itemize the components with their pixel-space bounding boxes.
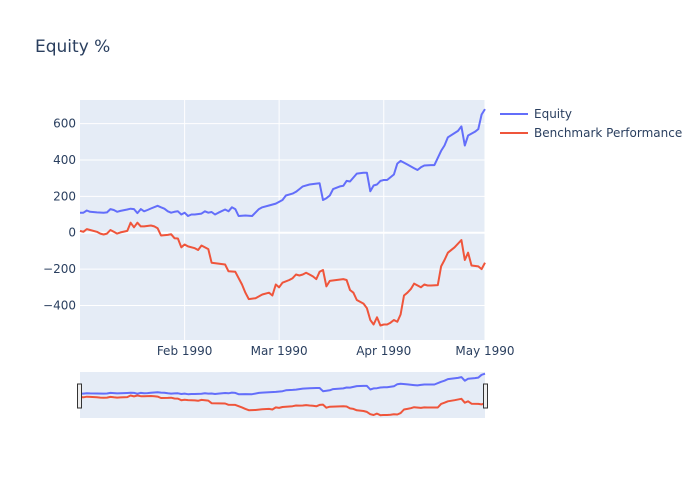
chart-title: Equity % xyxy=(35,37,110,57)
range-slider-left-handle[interactable] xyxy=(77,383,82,409)
series-line-0 xyxy=(80,108,486,217)
legend: Equity Benchmark Performance xyxy=(500,107,682,140)
y-grid xyxy=(80,123,485,306)
y-tick-label: −400 xyxy=(43,298,76,312)
legend-label[interactable]: Benchmark Performance xyxy=(534,126,682,140)
range-slider-series xyxy=(79,372,486,417)
plot-clip xyxy=(79,108,486,327)
x-tick-label: May 1990 xyxy=(455,344,514,358)
series-line-1 xyxy=(79,221,486,327)
range-slider[interactable] xyxy=(80,372,485,418)
x-grid xyxy=(184,100,486,340)
x-tick-label: Apr 1990 xyxy=(356,344,411,358)
y-tick-label: −200 xyxy=(43,262,76,276)
slider-series-line-1 xyxy=(79,394,486,417)
y-tick-label: 600 xyxy=(53,117,76,131)
x-tick-label: Mar 1990 xyxy=(251,344,308,358)
slider-series-line-0 xyxy=(80,372,486,396)
x-axis-ticks: Feb 1990 Mar 1990 Apr 1990 May 1990 xyxy=(157,344,515,358)
x-tick-label: Feb 1990 xyxy=(157,344,213,358)
y-tick-label: 400 xyxy=(53,153,76,167)
range-slider-right-handle[interactable] xyxy=(483,383,488,409)
y-axis-ticks: 600 400 200 0 −200 −400 xyxy=(43,117,76,313)
y-tick-label: 0 xyxy=(68,226,76,240)
legend-label[interactable]: Equity xyxy=(534,107,572,121)
y-tick-label: 200 xyxy=(53,189,76,203)
plot-area xyxy=(80,100,485,340)
